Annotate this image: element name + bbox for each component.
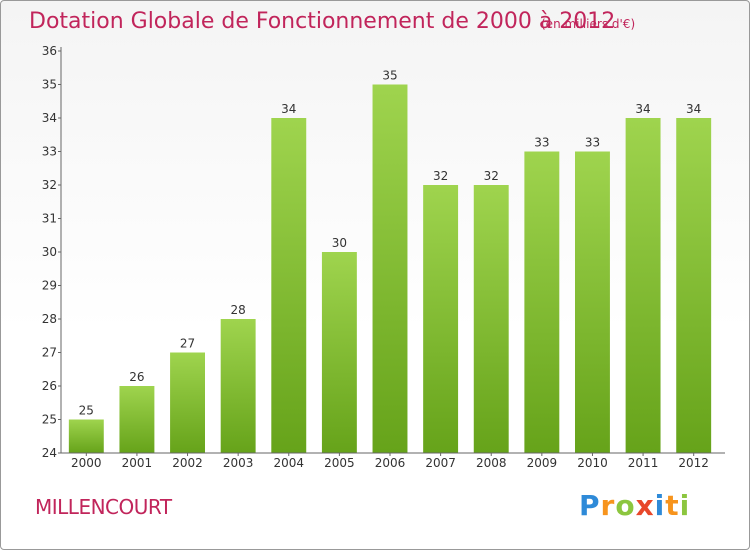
bars-layer: 25 26 27 28 34 30 35 32 32 33 33 34 34 xyxy=(68,69,712,453)
bar-2006 xyxy=(372,84,408,453)
x-tick-label-2006: 2006 xyxy=(375,456,406,470)
y-tick-label-26: 26 xyxy=(42,379,57,393)
y-tick-label-29: 29 xyxy=(42,279,57,293)
brand-letter: x xyxy=(635,489,655,522)
data-label-2003: 28 xyxy=(231,303,246,317)
data-label-2007: 32 xyxy=(433,169,448,183)
bar-2001 xyxy=(119,386,155,453)
chart-title: Dotation Globale de Fonctionnement de 20… xyxy=(29,9,616,34)
data-label-2010: 33 xyxy=(585,136,600,150)
x-tick-label-2007: 2007 xyxy=(425,456,456,470)
chart-subtitle: (en milliers d'€) xyxy=(541,17,636,31)
x-tick-label-2004: 2004 xyxy=(273,456,304,470)
y-tick-label-24: 24 xyxy=(42,446,57,460)
bar-2007 xyxy=(423,185,459,453)
data-label-2006: 35 xyxy=(382,69,397,83)
y-tick-label-25: 25 xyxy=(42,413,57,427)
bar-2010 xyxy=(574,151,610,453)
y-tick-label-33: 33 xyxy=(42,145,57,159)
brand-logo: Proxiti xyxy=(579,489,690,522)
x-tick-label-2005: 2005 xyxy=(324,456,355,470)
data-label-2000: 25 xyxy=(79,404,94,418)
brand-letter: P xyxy=(579,489,601,522)
x-tick-label-2003: 2003 xyxy=(223,456,254,470)
y-tick-label-27: 27 xyxy=(42,346,57,360)
bar-2012 xyxy=(676,118,712,453)
bar-2000 xyxy=(68,419,104,453)
y-tick-label-28: 28 xyxy=(42,312,57,326)
data-label-2001: 26 xyxy=(129,370,144,384)
data-label-2002: 27 xyxy=(180,337,195,351)
x-tick-label-2009: 2009 xyxy=(527,456,558,470)
x-tick-label-2010: 2010 xyxy=(577,456,608,470)
brand-letter: o xyxy=(615,489,636,522)
data-label-2008: 32 xyxy=(484,169,499,183)
y-tick-label-34: 34 xyxy=(42,111,57,125)
x-tick-label-2011: 2011 xyxy=(628,456,659,470)
y-tick-label-35: 35 xyxy=(42,78,57,92)
bar-2004 xyxy=(271,118,307,453)
y-tick-label-36: 36 xyxy=(42,44,57,58)
bar-2008 xyxy=(473,185,509,453)
brand-letter: r xyxy=(600,489,616,522)
bar-2002 xyxy=(170,352,206,453)
bar-2005 xyxy=(321,252,357,453)
commune-name: MILLENCOURT xyxy=(35,495,172,519)
x-tick-label-2008: 2008 xyxy=(476,456,507,470)
x-tick-label-2000: 2000 xyxy=(71,456,102,470)
x-tick-label-2001: 2001 xyxy=(122,456,153,470)
brand-letter: i xyxy=(654,489,666,522)
data-label-2009: 33 xyxy=(534,136,549,150)
brand-letter: t xyxy=(665,489,680,522)
data-label-2011: 34 xyxy=(635,102,650,116)
bar-2011 xyxy=(625,118,661,453)
data-label-2012: 34 xyxy=(686,102,701,116)
y-tick-label-30: 30 xyxy=(42,245,57,259)
x-tick-label-2002: 2002 xyxy=(172,456,203,470)
x-tick-label-2012: 2012 xyxy=(678,456,709,470)
data-label-2004: 34 xyxy=(281,102,296,116)
axis-layer: 2000 2001 2002 2003 2004 2005 2006 2007 2008 2009… xyxy=(42,44,725,470)
bar-2003 xyxy=(220,319,256,453)
brand-letter: i xyxy=(679,489,691,522)
y-tick-label-32: 32 xyxy=(42,178,57,192)
data-label-2005: 30 xyxy=(332,236,347,250)
y-tick-label-31: 31 xyxy=(42,212,57,226)
bar-2009 xyxy=(524,151,560,453)
